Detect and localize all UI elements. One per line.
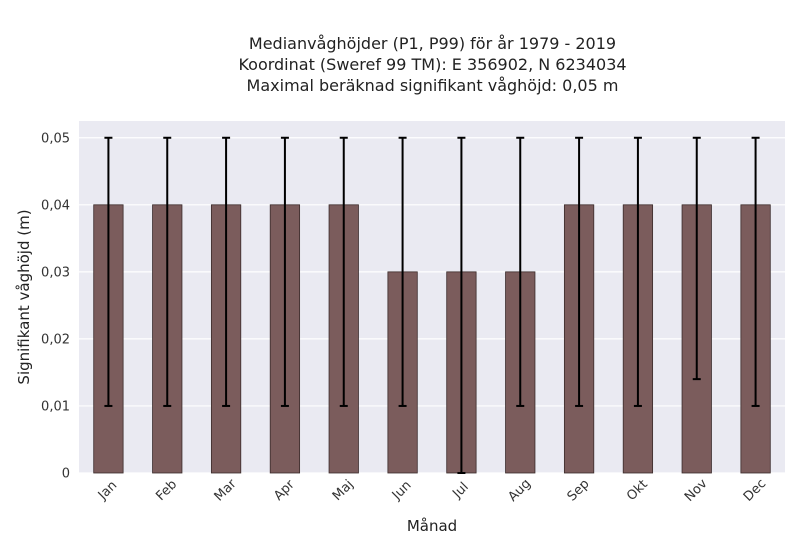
chart-title-line-1: Medianvåghöjder (P1, P99) för år 1979 - … xyxy=(248,34,617,53)
error-bar-aug xyxy=(516,136,525,407)
x-tick-label: Aug xyxy=(505,476,534,505)
y-axis-label: Signifikant våghöjd (m) xyxy=(15,209,33,384)
y-tick-label: 0,01 xyxy=(41,399,70,414)
error-bar-okt xyxy=(633,136,642,407)
error-bar-nov xyxy=(692,136,701,381)
y-tick-labels: 0 0,01 0,02 0,03 0,04 0,05 xyxy=(41,131,70,481)
y-tick-label: 0,02 xyxy=(41,332,70,347)
x-tick-label: Feb xyxy=(153,477,180,504)
x-tick-label: Maj xyxy=(330,477,357,504)
chart-title-line-2: Koordinat (Sweref 99 TM): E 356902, N 62… xyxy=(238,55,627,74)
error-bar-jun xyxy=(398,136,407,407)
grid-lines xyxy=(79,137,785,474)
x-tick-label: Jan xyxy=(95,478,120,503)
x-tick-label: Nov xyxy=(682,476,711,505)
x-tick-label: Sep xyxy=(565,477,593,505)
y-tick-label: 0,04 xyxy=(41,198,70,213)
error-bar-apr xyxy=(280,136,289,407)
error-bar-mar xyxy=(222,136,231,407)
chart-title: Medianvåghöjder (P1, P99) för år 1979 - … xyxy=(80,33,785,96)
x-tick-label: Okt xyxy=(624,477,651,504)
plot-area xyxy=(79,121,785,473)
error-bar-jan xyxy=(104,136,113,407)
x-tick-labels: Jan Feb Mar Apr Maj Jun Jul Aug Sep Okt Nov Dec xyxy=(95,476,769,505)
error-bar-dec xyxy=(751,136,760,407)
x-tick-label: Mar xyxy=(212,476,240,504)
x-tick-label: Jun xyxy=(389,478,415,504)
error-bars xyxy=(104,136,760,474)
error-bar-feb xyxy=(163,136,172,407)
x-tick-label: Jul xyxy=(449,480,471,502)
y-tick-label: 0 xyxy=(62,467,70,482)
y-tick-label: 0,05 xyxy=(41,131,70,146)
y-tick-label: 0,03 xyxy=(41,265,70,280)
chart-title-line-3: Maximal beräknad signifikant våghöjd: 0,… xyxy=(246,76,619,95)
error-bar-sep xyxy=(575,136,584,407)
x-axis-label: Månad xyxy=(407,517,457,535)
x-tick-label: Dec xyxy=(741,476,769,504)
error-bar-maj xyxy=(339,136,348,407)
x-tick-label: Apr xyxy=(271,477,298,504)
error-bar-jul xyxy=(457,136,466,474)
